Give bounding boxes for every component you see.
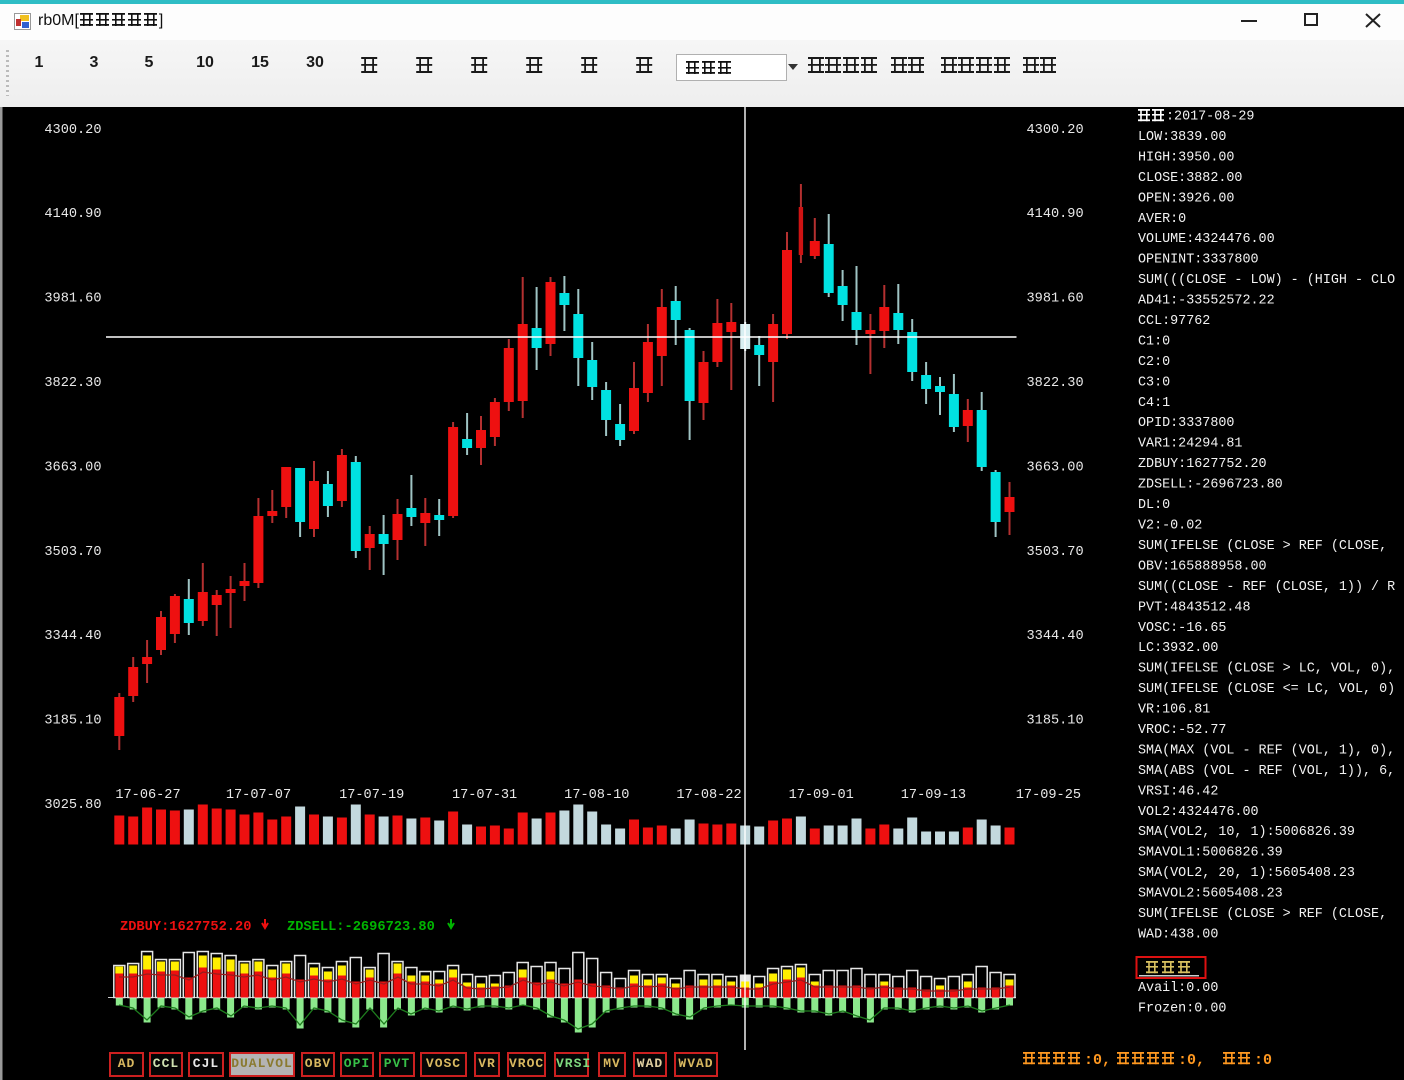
svg-text:4300.20: 4300.20 xyxy=(1027,123,1084,138)
svg-text:3344.40: 3344.40 xyxy=(1027,629,1084,644)
svg-text:V2:-0.02: V2:-0.02 xyxy=(1138,519,1202,534)
svg-text:CCL:97762: CCL:97762 xyxy=(1138,314,1210,329)
svg-text:OBV:165888958.00: OBV:165888958.00 xyxy=(1138,559,1267,574)
svg-text:4140.90: 4140.90 xyxy=(44,207,101,222)
svg-text:C2:0: C2:0 xyxy=(1138,355,1170,370)
svg-text:17-08-10: 17-08-10 xyxy=(564,788,629,803)
svg-text:3663.00: 3663.00 xyxy=(44,460,101,475)
svg-text:VOLUME:4324476.00: VOLUME:4324476.00 xyxy=(1138,232,1275,247)
svg-text:AVER:0: AVER:0 xyxy=(1138,212,1186,227)
svg-text:ZDBUY:1627752.20: ZDBUY:1627752.20 xyxy=(1138,457,1267,472)
svg-text:HIGH:3950.00: HIGH:3950.00 xyxy=(1138,150,1234,165)
svg-text:17-07-19: 17-07-19 xyxy=(339,788,404,803)
svg-text:SMA(VOL2, 20, 1):5605408.23: SMA(VOL2, 20, 1):5605408.23 xyxy=(1138,866,1355,881)
svg-text:Avail:0.00: Avail:0.00 xyxy=(1138,981,1218,996)
svg-text::0,: :0, xyxy=(1084,1052,1111,1069)
svg-text:ZDBUY:1627752.20: ZDBUY:1627752.20 xyxy=(120,920,251,935)
svg-text:SMAVOL1:5006826.39: SMAVOL1:5006826.39 xyxy=(1138,846,1283,861)
svg-text:3663.00: 3663.00 xyxy=(1027,460,1084,475)
svg-text:SMAVOL2:5605408.23: SMAVOL2:5605408.23 xyxy=(1138,887,1283,902)
svg-text:17-09-01: 17-09-01 xyxy=(789,788,854,803)
svg-text:SUM(IFELSE (CLOSE > REF (CLOSE: SUM(IFELSE (CLOSE > REF (CLOSE, xyxy=(1138,539,1387,554)
svg-text:3025.80: 3025.80 xyxy=(44,798,101,813)
svg-text::2017-08-29: :2017-08-29 xyxy=(1166,110,1254,125)
svg-text:SUM(IFELSE (CLOSE > LC, VOL, 0: SUM(IFELSE (CLOSE > LC, VOL, 0), xyxy=(1138,662,1395,677)
svg-text:17-07-31: 17-07-31 xyxy=(452,788,517,803)
svg-text:SMA(VOL2, 10, 1):5006826.39: SMA(VOL2, 10, 1):5006826.39 xyxy=(1138,825,1355,840)
svg-text:SUM(IFELSE (CLOSE <= LC, VOL,: SUM(IFELSE (CLOSE <= LC, VOL, 0) xyxy=(1138,682,1395,697)
svg-text:17-08-22: 17-08-22 xyxy=(676,788,741,803)
svg-text:PVT:4843512.48: PVT:4843512.48 xyxy=(1138,600,1251,615)
svg-text:3981.60: 3981.60 xyxy=(44,292,101,307)
svg-text:OPENINT:3337800: OPENINT:3337800 xyxy=(1138,253,1259,268)
svg-text:17-07-07: 17-07-07 xyxy=(226,788,291,803)
svg-text::0,: :0, xyxy=(1178,1052,1205,1069)
svg-text:17-06-27: 17-06-27 xyxy=(115,788,180,803)
svg-text:SUM(((CLOSE - LOW) - (HIGH - C: SUM(((CLOSE - LOW) - (HIGH - CLO xyxy=(1138,273,1395,288)
svg-text:ZDSELL:-2696723.80: ZDSELL:-2696723.80 xyxy=(287,920,435,935)
svg-text:C1:0: C1:0 xyxy=(1138,334,1170,349)
svg-text:VROC:-52.77: VROC:-52.77 xyxy=(1138,723,1226,738)
svg-text:C4:1: C4:1 xyxy=(1138,396,1170,411)
svg-text:4300.20: 4300.20 xyxy=(44,123,101,138)
svg-text:AD41:-33552572.22: AD41:-33552572.22 xyxy=(1138,294,1275,309)
svg-text:DL:0: DL:0 xyxy=(1138,498,1170,513)
svg-text:4140.90: 4140.90 xyxy=(1027,207,1084,222)
svg-text:SMA(MAX (VOL - REF (VOL, 1), 0: SMA(MAX (VOL - REF (VOL, 1), 0), xyxy=(1138,743,1395,758)
svg-text:Frozen:0.00: Frozen:0.00 xyxy=(1138,1002,1226,1017)
svg-text:VR:106.81: VR:106.81 xyxy=(1138,703,1210,718)
svg-text:3822.30: 3822.30 xyxy=(44,376,101,391)
svg-text:SMA(ABS (VOL - REF (VOL, 1)),: SMA(ABS (VOL - REF (VOL, 1)), 6, xyxy=(1138,764,1395,779)
svg-text:VOSC:-16.65: VOSC:-16.65 xyxy=(1138,621,1226,636)
svg-text:SUM(IFELSE (CLOSE > REF (CLOSE: SUM(IFELSE (CLOSE > REF (CLOSE, xyxy=(1138,907,1387,922)
svg-text:SUM((CLOSE - REF (CLOSE, 1)) /: SUM((CLOSE - REF (CLOSE, 1)) / R xyxy=(1138,580,1395,595)
svg-text:3822.30: 3822.30 xyxy=(1027,376,1084,391)
svg-text:OPEN:3926.00: OPEN:3926.00 xyxy=(1138,191,1234,206)
svg-text:17-09-13: 17-09-13 xyxy=(901,788,966,803)
svg-text:3344.40: 3344.40 xyxy=(44,629,101,644)
svg-text:VOL2:4324476.00: VOL2:4324476.00 xyxy=(1138,805,1259,820)
svg-text::0: :0 xyxy=(1254,1052,1272,1069)
svg-text:3981.60: 3981.60 xyxy=(1027,292,1084,307)
svg-text:3185.10: 3185.10 xyxy=(44,714,101,729)
svg-text:VRSI:46.42: VRSI:46.42 xyxy=(1138,784,1218,799)
svg-text:3503.70: 3503.70 xyxy=(1027,545,1084,560)
svg-text:17-09-25: 17-09-25 xyxy=(1016,788,1081,803)
svg-text:3503.70: 3503.70 xyxy=(44,545,101,560)
svg-text:VAR1:24294.81: VAR1:24294.81 xyxy=(1138,437,1242,452)
svg-text:C3:0: C3:0 xyxy=(1138,375,1170,390)
svg-text:OPID:3337800: OPID:3337800 xyxy=(1138,416,1234,431)
svg-text:LC:3932.00: LC:3932.00 xyxy=(1138,641,1218,656)
svg-text:LOW:3839.00: LOW:3839.00 xyxy=(1138,130,1226,145)
svg-text:3185.10: 3185.10 xyxy=(1027,714,1084,729)
svg-text:ZDSELL:-2696723.80: ZDSELL:-2696723.80 xyxy=(1138,478,1283,493)
svg-text:WAD:438.00: WAD:438.00 xyxy=(1138,928,1218,943)
svg-text:CLOSE:3882.00: CLOSE:3882.00 xyxy=(1138,171,1242,186)
